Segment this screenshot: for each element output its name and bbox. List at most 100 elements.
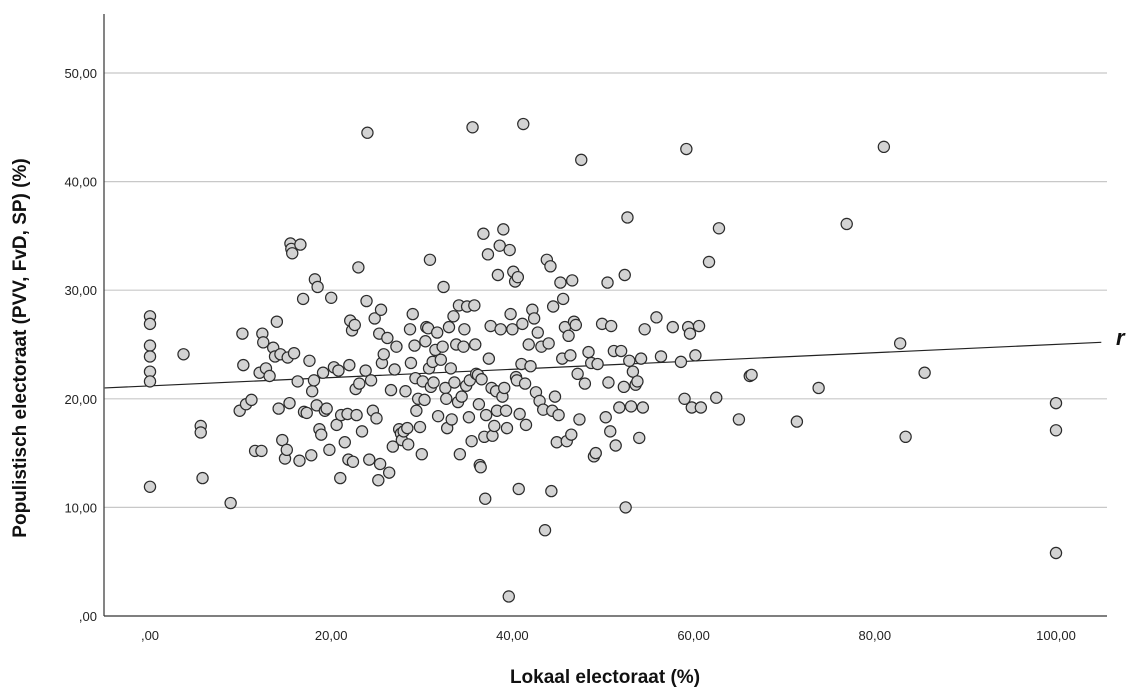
data-point	[477, 227, 490, 240]
data-point	[674, 355, 688, 369]
data-point	[403, 323, 417, 336]
data-point	[512, 482, 525, 496]
data-point	[143, 350, 157, 363]
data-point	[355, 425, 369, 438]
data-point	[575, 153, 588, 167]
data-point	[316, 366, 330, 379]
y-tick-label: 20,00	[64, 392, 97, 407]
y-tick-labels: ,00 10,00 20,00 30,00 40,00 50,00	[64, 66, 97, 624]
data-point	[418, 393, 431, 407]
y-tick-label: 30,00	[64, 283, 97, 298]
x-axis-title: Lokaal electoraat (%)	[510, 667, 700, 688]
data-point	[812, 381, 825, 395]
data-point	[591, 357, 604, 371]
data-point	[455, 390, 468, 403]
data-point	[263, 369, 276, 383]
data-point	[678, 392, 691, 405]
data-point	[401, 421, 414, 435]
data-point	[374, 303, 388, 316]
data-point	[143, 480, 157, 493]
data-point	[1049, 546, 1063, 560]
data-point	[305, 449, 318, 462]
data-point	[474, 461, 487, 474]
data-point	[634, 352, 648, 365]
data-point	[447, 310, 460, 323]
data-point	[602, 376, 615, 389]
data-point	[511, 270, 525, 284]
data-point	[323, 443, 336, 457]
data-point	[504, 307, 517, 321]
data-point	[650, 311, 663, 324]
data-point	[524, 360, 537, 373]
data-point	[562, 329, 575, 343]
data-point	[556, 292, 570, 306]
data-point	[633, 431, 646, 445]
data-point	[427, 376, 440, 389]
x-tick-labels: ,00 20,00 40,00 60,00 80,00 100,00	[141, 628, 1076, 643]
data-point	[498, 381, 511, 395]
data-point	[564, 349, 577, 362]
data-point	[143, 339, 157, 352]
data-point	[546, 300, 560, 313]
x-tick-label: 40,00	[496, 628, 529, 643]
data-point	[315, 428, 328, 441]
data-point	[381, 331, 394, 345]
data-point	[497, 223, 510, 236]
data-point	[840, 217, 853, 231]
data-point	[436, 340, 449, 353]
data-point	[638, 323, 651, 336]
data-point	[552, 408, 565, 422]
data-point	[415, 447, 428, 461]
data-point	[636, 401, 650, 414]
data-point	[458, 323, 471, 336]
data-point	[334, 471, 347, 485]
data-point	[431, 409, 445, 423]
data-point	[479, 408, 493, 422]
data-point	[346, 455, 360, 468]
data-point	[445, 413, 458, 426]
data-point	[619, 501, 632, 514]
data-point	[618, 268, 631, 282]
gridlines	[104, 72, 1107, 508]
data-point	[373, 457, 387, 471]
data-point	[143, 375, 157, 388]
data-point	[462, 411, 476, 424]
data-point	[666, 320, 679, 334]
data-point	[437, 280, 450, 294]
data-point	[382, 466, 396, 479]
data-point	[482, 352, 496, 365]
data-point	[604, 425, 617, 438]
data-point	[359, 364, 372, 377]
data-point	[548, 390, 562, 403]
data-point	[423, 253, 437, 266]
data-point	[406, 307, 419, 321]
data-point	[573, 413, 586, 426]
data-point	[621, 211, 634, 224]
data-point	[196, 471, 209, 485]
data-point	[732, 413, 746, 426]
data-point	[554, 276, 567, 289]
data-point	[270, 315, 284, 328]
data-point	[404, 356, 418, 370]
data-point	[320, 402, 333, 415]
data-point	[372, 474, 385, 487]
data-point	[434, 353, 448, 366]
data-point	[257, 336, 270, 349]
y-tick-label: 50,00	[64, 66, 97, 81]
data-point	[790, 415, 804, 428]
data-point	[332, 364, 345, 377]
data-point	[469, 338, 482, 351]
data-point	[388, 363, 401, 376]
data-point	[465, 434, 478, 448]
data-point	[390, 340, 403, 353]
data-point	[694, 401, 708, 414]
y-tick-label: ,00	[79, 609, 97, 624]
data-point	[143, 317, 157, 331]
data-point	[466, 121, 479, 134]
data-point	[502, 590, 515, 603]
data-point	[500, 421, 514, 435]
data-point	[353, 377, 366, 390]
data-point	[402, 438, 415, 451]
data-point	[419, 335, 432, 348]
data-point	[296, 292, 310, 306]
